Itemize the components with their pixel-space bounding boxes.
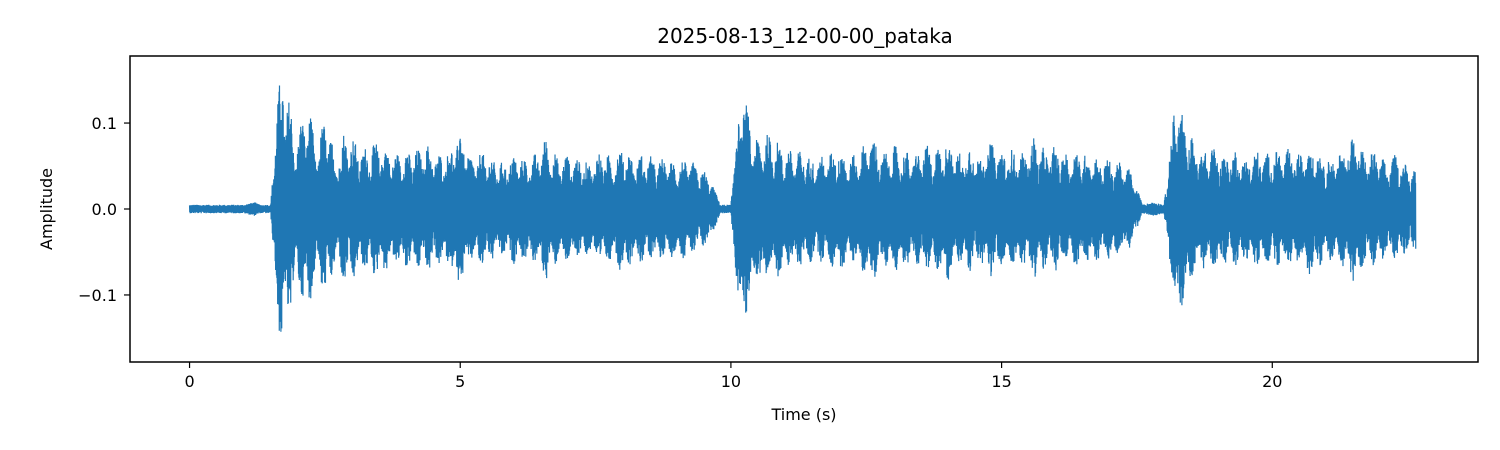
y-axis-title: Amplitude xyxy=(37,168,56,250)
y-axis: −0.1 0.0 0.1 xyxy=(78,114,130,305)
x-tick-label: 15 xyxy=(991,372,1011,391)
x-tick-label: 5 xyxy=(455,372,465,391)
x-tick-label: 20 xyxy=(1262,372,1282,391)
plot-area xyxy=(188,85,1417,332)
y-tick-label: −0.1 xyxy=(78,286,117,305)
x-tick-label: 0 xyxy=(184,372,194,391)
waveform-line xyxy=(188,85,1417,332)
y-tick-label: 0.0 xyxy=(92,200,117,219)
chart-title: 2025-08-13_12-00-00_pataka xyxy=(657,24,953,48)
x-axis: 0 5 10 15 20 xyxy=(184,362,1282,391)
y-tick-label: 0.1 xyxy=(92,114,117,133)
x-tick-label: 10 xyxy=(721,372,741,391)
x-axis-title: Time (s) xyxy=(770,405,836,424)
